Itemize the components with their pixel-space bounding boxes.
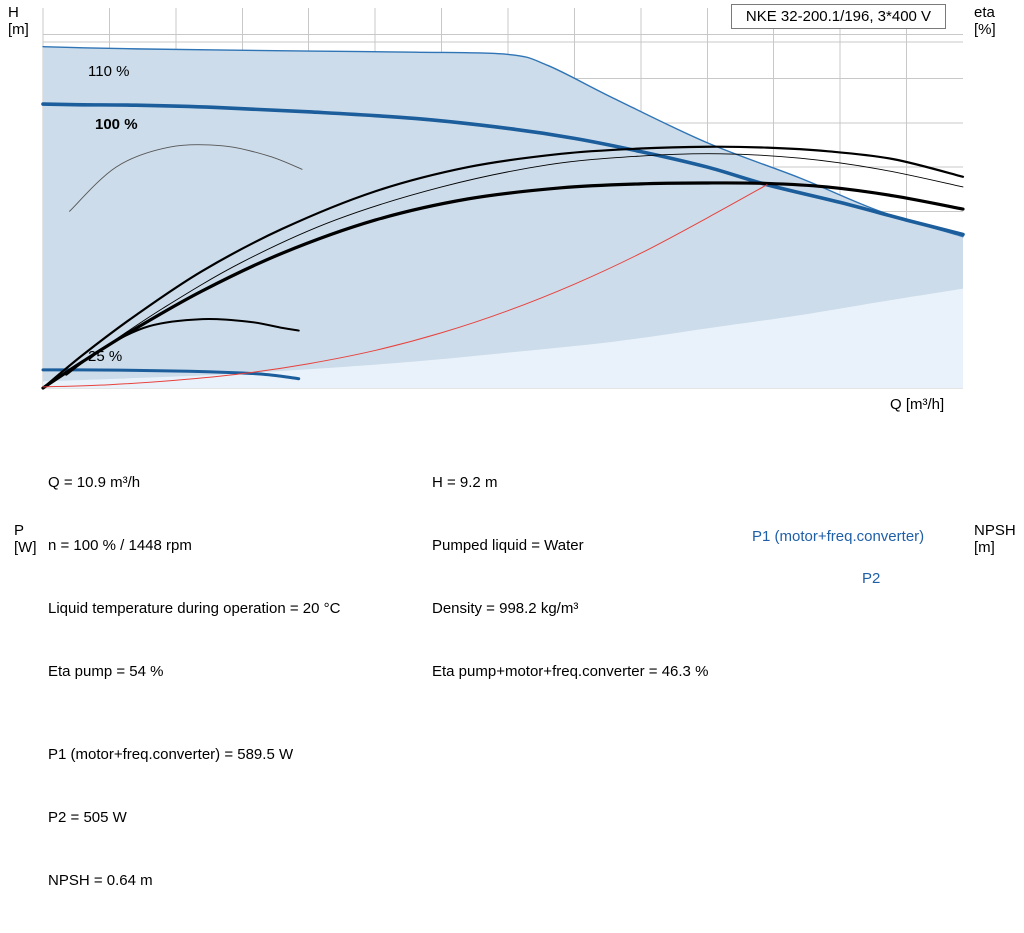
result-npsh: NPSH = 0.64 m — [48, 872, 153, 889]
h-axis-title: H [m] — [8, 4, 29, 38]
speed-label-110: 110 % — [88, 63, 130, 80]
legend-p2: P2 — [862, 570, 881, 587]
duty-density: Density = 998.2 kg/m³ — [432, 600, 579, 617]
duty-point-left-column: Q = 10.9 m³/h n = 100 % / 1448 rpm Liqui… — [48, 430, 340, 724]
duty-eta-pump: Eta pump = 54 % — [48, 663, 164, 680]
model-title-box: NKE 32-200.1/196, 3*400 V — [731, 4, 946, 29]
duty-eta-total: Eta pump+motor+freq.converter = 46.3 % — [432, 663, 709, 680]
duty-point-right-column: H = 9.2 m Pumped liquid = Water Density … — [432, 430, 708, 724]
duty-n: n = 100 % / 1448 rpm — [48, 537, 192, 554]
duty-temp: Liquid temperature during operation = 20… — [48, 600, 341, 617]
power-result-block: P1 (motor+freq.converter) = 589.5 W P2 =… — [48, 702, 293, 933]
legend-p1: P1 (motor+freq.converter) — [752, 528, 925, 545]
p-axis-title: P [W] — [14, 522, 37, 556]
power-npsh-chart — [0, 518, 1024, 703]
duty-liquid: Pumped liquid = Water — [432, 537, 584, 554]
duty-h: H = 9.2 m — [432, 474, 498, 491]
head-efficiency-chart — [41, 8, 965, 390]
speed-label-25: 25 % — [88, 348, 123, 365]
result-p1: P1 (motor+freq.converter) = 589.5 W — [48, 746, 294, 763]
result-p2: P2 = 505 W — [48, 809, 127, 826]
speed-label-100: 100 % — [95, 116, 138, 133]
pump-curve-page: H [m] eta [%] Q [m³/h] NKE 32-200.1/196, 3… — [0, 4, 1024, 889]
q-axis-title: Q [m³/h] — [890, 396, 945, 413]
eta-axis-title: eta [%] — [974, 4, 996, 38]
npsh-axis-title: NPSH [m] — [974, 522, 1016, 556]
duty-q: Q = 10.9 m³/h — [48, 474, 141, 491]
